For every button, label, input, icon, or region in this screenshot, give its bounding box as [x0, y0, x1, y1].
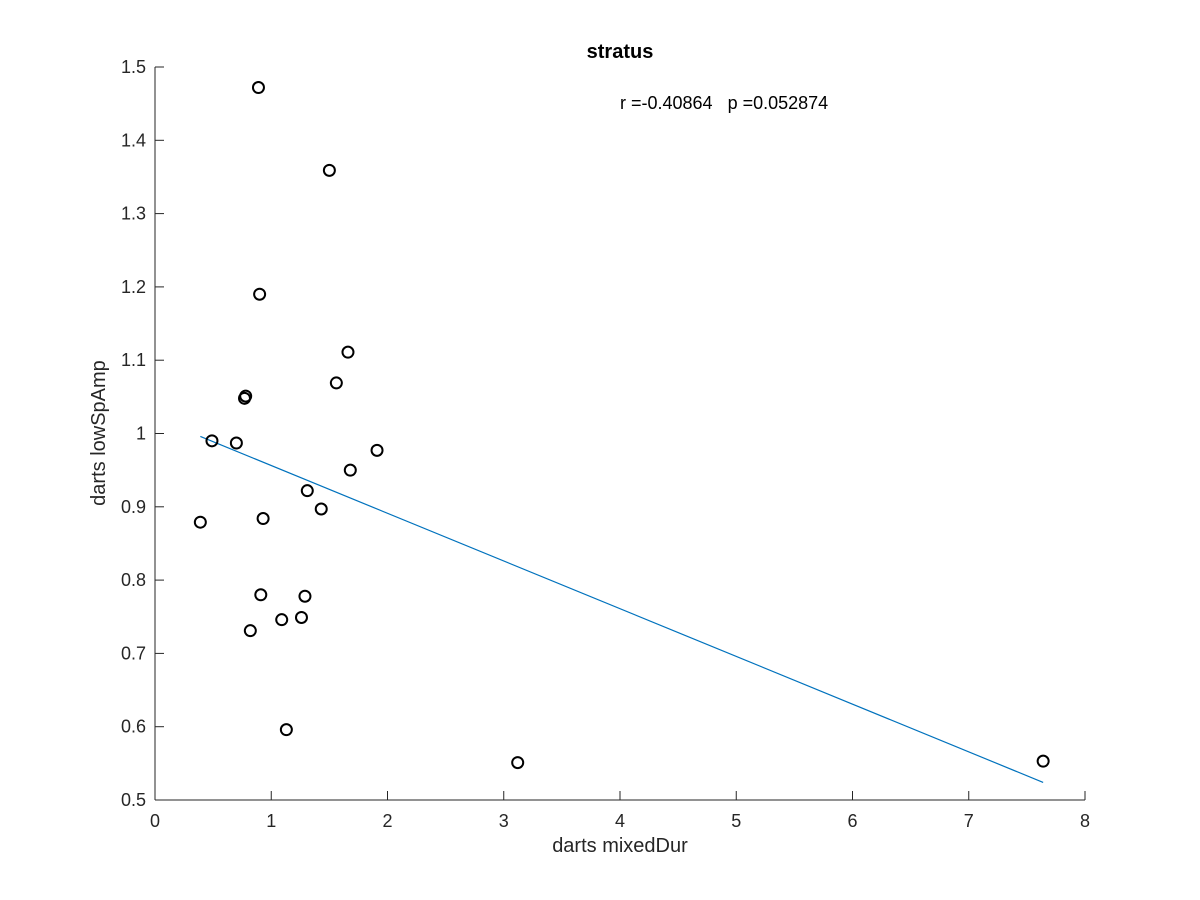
- data-point: [511, 756, 525, 770]
- fit-line-layer: [200, 435, 1044, 783]
- y-tick-label: 1.2: [121, 277, 146, 297]
- x-tick-label: 5: [731, 811, 741, 831]
- y-tick-label: 0.8: [121, 570, 146, 590]
- x-tick-label: 3: [499, 811, 509, 831]
- data-point: [279, 723, 293, 737]
- y-tick-label: 0.6: [121, 717, 146, 737]
- data-point: [238, 391, 252, 405]
- points-layer: [193, 81, 1050, 770]
- data-point: [370, 443, 384, 457]
- axes: 0 1 2 3 4 5 6 7 8 0.5 0.6 0.7 0.8 0.9 1 1.1 1.2 1.3 1.4 1.5: [121, 57, 1090, 831]
- data-point: [329, 376, 343, 390]
- data-point: [253, 287, 267, 301]
- x-tick-label: 6: [847, 811, 857, 831]
- y-tick-label: 0.7: [121, 643, 146, 663]
- y-tick-label: 1.3: [121, 204, 146, 224]
- y-tick-label: 0.9: [121, 497, 146, 517]
- x-tick-label: 8: [1080, 811, 1090, 831]
- data-point: [229, 436, 243, 450]
- y-tick-label: 1.5: [121, 57, 146, 77]
- data-point: [341, 345, 355, 359]
- y-tick-label: 1.4: [121, 130, 146, 150]
- data-point: [254, 588, 268, 602]
- correlation-annotation: r =-0.40864 p =0.052874: [620, 93, 828, 113]
- x-axis-label: darts mixedDur: [552, 835, 688, 857]
- x-tick-label: 4: [615, 811, 625, 831]
- y-tick-label: 1.1: [121, 350, 146, 370]
- data-point: [314, 502, 328, 516]
- data-point: [243, 624, 257, 638]
- y-tick-label: 0.5: [121, 790, 146, 810]
- x-tick-label: 2: [382, 811, 392, 831]
- data-point: [275, 613, 289, 627]
- data-point: [193, 515, 207, 529]
- data-point: [205, 434, 219, 448]
- x-tick-label: 7: [964, 811, 974, 831]
- data-point: [256, 512, 270, 526]
- y-tick-label: 1: [136, 424, 146, 444]
- chart-title: stratus: [587, 41, 654, 63]
- data-point: [322, 163, 336, 177]
- data-point: [1036, 754, 1050, 768]
- data-point: [298, 589, 312, 603]
- x-tick-label: 1: [266, 811, 276, 831]
- data-point: [294, 610, 308, 624]
- data-point: [300, 484, 314, 498]
- y-axis-label: darts lowSpAmp: [88, 360, 110, 506]
- regression-line: [200, 435, 1044, 783]
- x-tick-label: 0: [150, 811, 160, 831]
- data-point: [251, 81, 265, 95]
- data-point: [343, 463, 357, 477]
